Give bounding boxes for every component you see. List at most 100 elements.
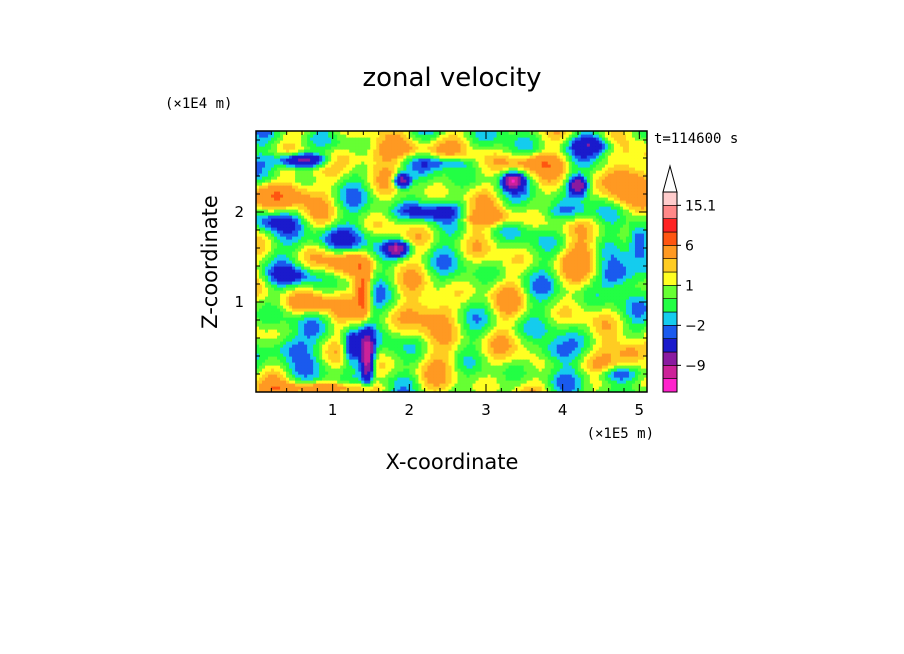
contour-cell — [382, 278, 386, 282]
contour-cell — [355, 311, 359, 315]
contour-cell — [265, 272, 269, 276]
contour-cell — [313, 389, 317, 392]
contour-cell — [274, 317, 278, 321]
contour-cell — [340, 236, 344, 240]
contour-cell — [301, 344, 305, 348]
contour-cell — [385, 254, 389, 258]
contour-cell — [400, 269, 404, 273]
contour-cell — [304, 356, 308, 360]
contour-cell — [298, 197, 302, 201]
contour-cell — [364, 266, 368, 270]
contour-cell — [265, 158, 269, 162]
contour-cell — [409, 287, 413, 291]
contour-cell — [373, 239, 377, 243]
contour-cell — [268, 218, 272, 222]
contour-cell — [358, 161, 362, 165]
contour-cell — [313, 230, 317, 234]
contour-cell — [379, 281, 383, 285]
contour-cell — [421, 356, 426, 360]
contour-cell — [391, 383, 395, 387]
contour-cell — [313, 269, 317, 273]
contour-cell — [349, 278, 353, 282]
contour-cell — [325, 248, 329, 252]
contour-cell — [286, 176, 290, 180]
contour-cell — [265, 350, 269, 354]
contour-cell — [262, 314, 266, 318]
contour-cell — [382, 233, 386, 237]
contour-cell — [367, 302, 371, 306]
contour-cell — [421, 293, 426, 297]
contour-cell — [367, 389, 371, 392]
contour-cell — [403, 209, 407, 213]
contour-cell — [292, 275, 296, 279]
contour-cell — [313, 296, 317, 300]
contour-cell — [292, 347, 296, 351]
contour-cell — [355, 221, 359, 225]
contour-cell — [361, 230, 365, 234]
contour-cell — [388, 221, 392, 225]
contour-cell — [325, 239, 329, 243]
contour-cell — [382, 134, 386, 138]
contour-cell — [412, 206, 417, 210]
contour-cell — [301, 200, 305, 204]
contour-cell — [340, 320, 344, 324]
contour-cell — [349, 329, 353, 333]
contour-cell — [298, 206, 302, 210]
contour-cell — [256, 203, 260, 207]
contour-cell — [331, 296, 335, 300]
contour-cell — [295, 362, 299, 366]
contour-cell — [394, 350, 398, 354]
contour-cell — [304, 383, 308, 387]
contour-cell — [412, 143, 417, 147]
contour-cell — [415, 203, 420, 207]
contour-cell — [301, 158, 305, 162]
contour-cell — [406, 269, 410, 273]
contour-cell — [274, 293, 278, 297]
contour-cell — [400, 338, 404, 342]
contour-cell — [394, 287, 398, 291]
contour-cell — [346, 374, 350, 378]
contour-cell — [304, 140, 308, 144]
contour-cell — [292, 170, 296, 174]
contour-cell — [418, 281, 423, 285]
contour-cell — [334, 194, 338, 198]
contour-cell — [391, 281, 395, 285]
contour-cell — [256, 251, 260, 255]
contour-cell — [322, 311, 326, 315]
contour-cell — [343, 164, 347, 168]
contour-cell — [295, 272, 299, 276]
contour-cell — [373, 131, 377, 135]
contour-cell — [388, 137, 392, 141]
contour-cell — [355, 206, 359, 210]
contour-cell — [304, 329, 308, 333]
contour-cell — [313, 311, 317, 315]
contour-cell — [331, 302, 335, 306]
contour-cell — [316, 242, 320, 246]
contour-cell — [343, 287, 347, 291]
contour-cell — [343, 263, 347, 267]
contour-cell — [274, 368, 278, 372]
contour-cell — [307, 278, 311, 282]
contour-cell — [286, 341, 290, 345]
contour-cell — [256, 224, 260, 228]
contour-cell — [385, 368, 389, 372]
contour-cell — [358, 242, 362, 246]
contour-cell — [319, 350, 323, 354]
contour-cell — [271, 266, 275, 270]
contour-cell — [292, 233, 296, 237]
contour-cell — [340, 389, 344, 392]
contour-cell — [316, 254, 320, 258]
contour-cell — [256, 320, 260, 324]
contour-cell — [409, 224, 413, 228]
contour-cell — [316, 200, 320, 204]
contour-cell — [310, 194, 314, 198]
contour-cell — [301, 290, 305, 294]
contour-cell — [256, 377, 260, 381]
contour-cell — [373, 152, 377, 156]
contour-cell — [271, 317, 275, 321]
contour-cell — [268, 209, 272, 213]
contour-cell — [319, 206, 323, 210]
contour-cell — [397, 371, 401, 375]
contour-cell — [289, 362, 293, 366]
contour-cell — [415, 161, 420, 165]
